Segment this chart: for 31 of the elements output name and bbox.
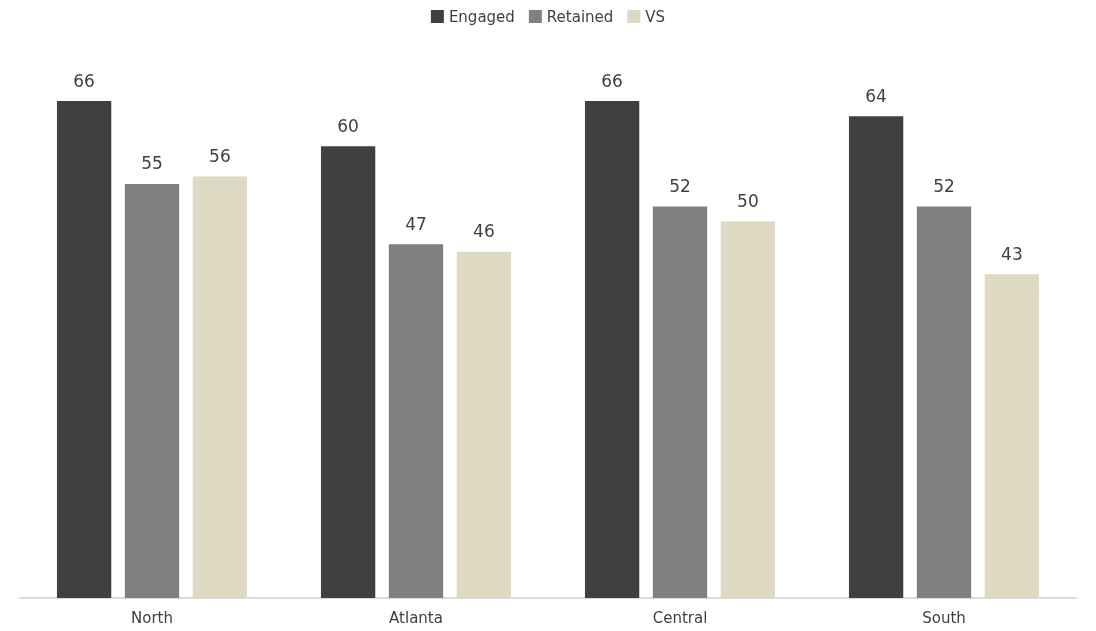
data-label: 50 — [737, 191, 759, 212]
data-label: 52 — [933, 176, 955, 197]
bar — [56, 101, 112, 598]
x-tick-label: South — [922, 608, 966, 627]
data-label: 47 — [405, 213, 427, 234]
x-tick-label: Central — [652, 608, 708, 627]
data-label: 46 — [473, 221, 495, 242]
bar — [984, 274, 1040, 598]
x-tick-label: North — [131, 608, 173, 627]
data-label: 66 — [73, 70, 95, 91]
bar — [456, 251, 512, 598]
data-label: 66 — [601, 70, 623, 91]
bar — [720, 221, 776, 598]
data-label: 55 — [141, 153, 163, 174]
bar — [848, 116, 904, 598]
bar — [124, 183, 180, 598]
bar — [388, 244, 444, 598]
data-label: 52 — [669, 176, 691, 197]
data-label: 64 — [865, 85, 887, 106]
legend-label: Retained — [546, 7, 614, 26]
bar — [320, 146, 376, 598]
data-label: 56 — [209, 145, 231, 166]
data-label: 43 — [1001, 243, 1023, 264]
legend-label: Engaged — [448, 7, 515, 26]
x-tick-label: Atlanta — [389, 608, 443, 627]
data-label: 60 — [337, 115, 359, 136]
bar — [192, 176, 248, 598]
bar — [584, 101, 640, 598]
legend-label: VS — [645, 7, 666, 26]
bar — [652, 206, 708, 598]
bar — [916, 206, 972, 598]
